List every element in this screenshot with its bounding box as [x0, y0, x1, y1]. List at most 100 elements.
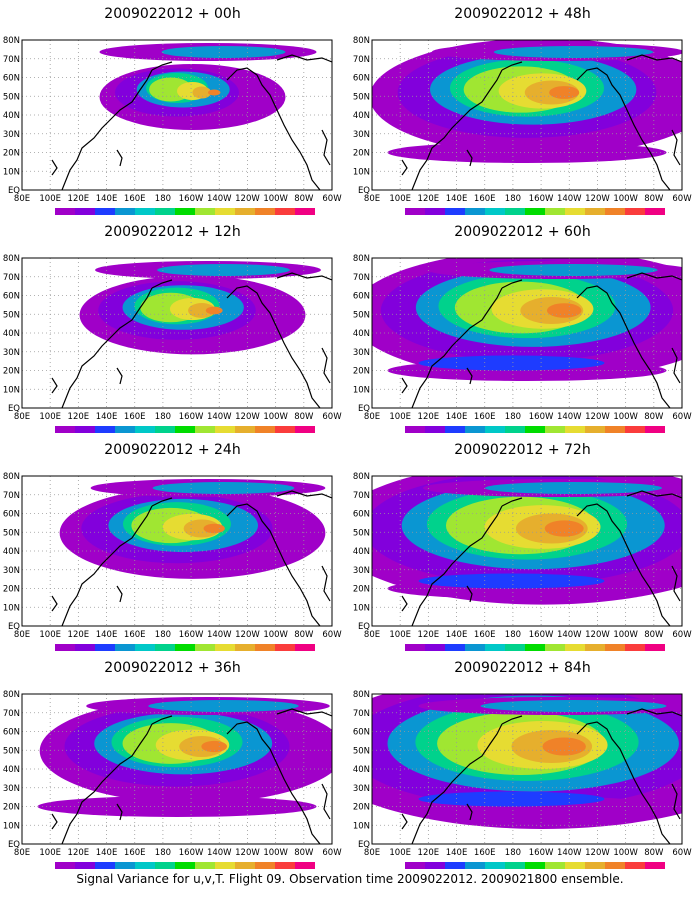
x-tick-label: 140W	[207, 412, 232, 422]
colorbar-swatch	[645, 644, 665, 651]
y-tick-label: EQ	[358, 186, 370, 196]
y-tick-label: 20N	[353, 585, 370, 595]
y-tick-label: 20N	[3, 367, 20, 377]
x-tick-label: 160E	[474, 848, 496, 858]
coastline	[401, 708, 682, 844]
colorbar-swatch	[465, 644, 485, 651]
x-tick-label: 160E	[124, 630, 146, 640]
colorbar-swatch	[275, 208, 295, 215]
colorbar-swatch	[425, 862, 445, 869]
colorbar-swatch	[135, 862, 155, 869]
colorbar-swatch	[445, 426, 465, 433]
colorbar-swatch	[625, 644, 645, 651]
variance-contour	[418, 355, 605, 371]
x-tick-label: 120W	[235, 630, 260, 640]
y-tick-label: 50N	[353, 92, 370, 102]
colorbar-swatch	[55, 644, 75, 651]
colorbar-swatch	[155, 644, 175, 651]
x-tick-label: 180	[505, 630, 521, 640]
colorbar-swatch	[95, 644, 115, 651]
y-tick-label: 80N	[353, 690, 370, 700]
colorbar-swatch	[215, 426, 235, 433]
y-tick-label: 20N	[353, 367, 370, 377]
y-tick-label: 10N	[3, 385, 20, 395]
colorbar-swatch	[275, 644, 295, 651]
x-tick-label: 140W	[557, 412, 582, 422]
x-tick-label: 80W	[294, 412, 314, 422]
colorbar-swatch	[295, 644, 315, 651]
x-tick-label: 80E	[364, 848, 380, 858]
panel-title: 2009022012 + 60h	[454, 224, 591, 240]
x-tick-label: 140E	[446, 412, 468, 422]
colorbar-swatch	[275, 426, 295, 433]
x-tick-label: 100W	[613, 194, 638, 204]
x-tick-label: 100E	[39, 194, 61, 204]
y-tick-label: 40N	[3, 765, 20, 775]
x-tick-label: 160E	[474, 412, 496, 422]
colorbar-swatch	[625, 426, 645, 433]
x-tick-label: 120W	[585, 630, 610, 640]
colorbar-swatch	[485, 208, 505, 215]
colorbar-swatch	[405, 208, 425, 215]
colorbar-swatch	[75, 862, 95, 869]
y-tick-label: 10N	[353, 603, 370, 613]
y-tick-label: 20N	[3, 585, 20, 595]
y-tick-label: 40N	[3, 547, 20, 557]
colorbar-swatch	[75, 208, 95, 215]
variance-contour	[484, 482, 663, 494]
variance-contour	[203, 523, 225, 534]
colorbar-swatch	[275, 862, 295, 869]
y-tick-label: 10N	[353, 821, 370, 831]
variance-contour	[418, 791, 605, 807]
x-tick-label: 80E	[14, 630, 30, 640]
colorbar-swatch	[585, 862, 605, 869]
colorbar-swatch	[195, 644, 215, 651]
x-tick-label: 180	[155, 848, 171, 858]
colorbar-swatch	[485, 862, 505, 869]
coastline	[401, 272, 682, 408]
map-panel: 2009022012 + 60h EQ 10N 20N 30N 40N 50N 60N 70N 8…	[350, 218, 695, 440]
colorbar-swatch	[115, 644, 135, 651]
colorbar-swatch	[295, 426, 315, 433]
variance-contour	[148, 700, 299, 712]
colorbar-swatch	[465, 208, 485, 215]
colorbar-swatch	[625, 862, 645, 869]
colorbar-swatch	[605, 426, 625, 433]
y-tick-label: 50N	[3, 528, 20, 538]
y-tick-label: 60N	[353, 510, 370, 520]
x-tick-label: 100E	[39, 630, 61, 640]
x-tick-label: 160W	[529, 630, 554, 640]
colorbar-swatch	[295, 862, 315, 869]
colorbar-swatch	[585, 644, 605, 651]
x-tick-label: 160W	[179, 630, 204, 640]
map-plot: EQ 10N 20N 30N 40N 50N 60N 70N 80N 80E 100E 120E 140…	[353, 254, 692, 433]
y-tick-label: 30N	[353, 784, 370, 794]
x-tick-label: 180	[505, 412, 521, 422]
x-tick-label: 80E	[364, 412, 380, 422]
y-tick-label: 70N	[3, 273, 20, 283]
variance-contour	[549, 86, 580, 99]
x-tick-label: 120W	[585, 412, 610, 422]
y-tick-label: EQ	[8, 622, 20, 632]
colorbar-swatch	[425, 644, 445, 651]
map-panel: 2009022012 + 12h EQ 10N 20N 30N 40N 50N 60N 70N 8…	[0, 218, 345, 440]
x-tick-label: 100E	[389, 630, 411, 640]
x-tick-label: 140W	[557, 848, 582, 858]
colorbar-swatch	[255, 426, 275, 433]
x-tick-label: 60W	[672, 412, 692, 422]
x-tick-label: 140E	[96, 412, 118, 422]
colorbar-swatch	[155, 862, 175, 869]
variance-contour	[157, 264, 290, 276]
x-tick-label: 160E	[124, 194, 146, 204]
x-tick-label: 180	[155, 630, 171, 640]
colorbar-swatch	[445, 862, 465, 869]
y-tick-label: 30N	[3, 784, 20, 794]
y-tick-label: 80N	[3, 36, 20, 46]
colorbar-swatch	[585, 426, 605, 433]
y-tick-label: 70N	[353, 709, 370, 719]
coastline	[401, 54, 682, 190]
colorbar-swatch	[545, 208, 565, 215]
coastline	[401, 490, 682, 626]
x-tick-label: 160E	[474, 194, 496, 204]
colorbar-swatch	[115, 426, 135, 433]
